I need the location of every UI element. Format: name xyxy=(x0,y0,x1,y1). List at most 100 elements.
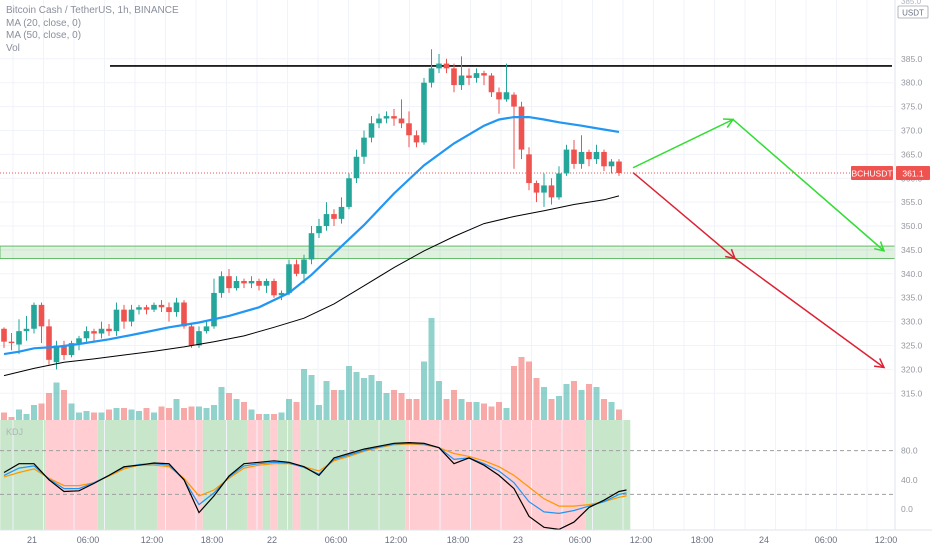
volume-bar xyxy=(428,318,435,420)
candle-body xyxy=(136,307,142,310)
projection-up-path xyxy=(632,118,885,252)
candle-body xyxy=(473,73,480,78)
volume-bars xyxy=(1,318,622,420)
volume-bar xyxy=(278,412,285,420)
ma20-line xyxy=(3,116,620,356)
candle-body xyxy=(61,345,67,356)
volume-bar xyxy=(308,375,315,420)
volume-bar xyxy=(518,357,525,420)
volume-bar xyxy=(466,402,472,420)
candle-body xyxy=(436,63,442,69)
osc-k-line xyxy=(3,441,627,531)
volume-bar xyxy=(383,393,390,420)
candle-body xyxy=(421,82,427,143)
price-axis-tick: 330.0 xyxy=(901,317,923,327)
candle-body xyxy=(218,276,225,293)
candle-body xyxy=(8,341,15,344)
volume-bar xyxy=(166,408,172,420)
volume-bar xyxy=(1,412,7,420)
volume-bar xyxy=(46,393,52,420)
candle-body xyxy=(98,328,105,334)
candles xyxy=(1,49,622,370)
volume-bar xyxy=(316,405,322,420)
candle-body xyxy=(226,276,232,289)
candle-body xyxy=(466,75,472,78)
candle-body xyxy=(496,92,502,100)
volume-bar xyxy=(541,387,547,420)
osc-regime-6 xyxy=(262,420,271,530)
price-axis-tick: 380.0 xyxy=(901,78,923,88)
candle-body xyxy=(541,185,547,193)
osc-regime-9 xyxy=(292,420,301,530)
volume-bar xyxy=(218,387,225,420)
volume-bar xyxy=(128,409,135,420)
volume-bar xyxy=(616,409,622,420)
candle-body xyxy=(188,326,195,346)
candle-body xyxy=(533,183,540,193)
volume-bar xyxy=(413,399,420,420)
volume-bar xyxy=(226,393,232,420)
volume-bar xyxy=(346,366,352,420)
volume-bar xyxy=(173,399,180,420)
candle-body xyxy=(571,149,577,164)
candle-body xyxy=(526,154,532,184)
volume-bar xyxy=(526,361,532,420)
candle-body xyxy=(593,151,600,160)
candle-body xyxy=(413,135,420,143)
candle-body xyxy=(1,328,7,342)
volume-bar xyxy=(593,387,600,420)
candle-body xyxy=(256,280,262,286)
osc-axis-tick: 80.0 xyxy=(901,446,918,456)
price-axis-tick: 325.0 xyxy=(901,340,923,350)
volume-bar xyxy=(203,408,210,420)
candle-body xyxy=(383,116,390,119)
symbol-line: Bitcoin Cash / TetherUS, 1h, BINANCE xyxy=(6,5,179,16)
volume-bar xyxy=(136,411,142,420)
volume-bar xyxy=(31,405,37,420)
time-axis-tick: 21 xyxy=(27,535,37,545)
candle-body xyxy=(263,280,270,286)
time-axis-tick: 06:00 xyxy=(815,535,838,545)
candle-body xyxy=(203,326,210,332)
candle-body xyxy=(308,233,315,260)
volume-bar xyxy=(256,414,262,420)
time-axis-tick: 12:00 xyxy=(875,535,898,545)
candle-body xyxy=(143,307,150,310)
volume-bar xyxy=(533,378,540,420)
volume-bar xyxy=(331,390,337,420)
candle-body xyxy=(406,123,412,136)
volume-bar xyxy=(188,406,195,420)
volume-bar xyxy=(578,390,585,420)
candle-body xyxy=(458,75,465,86)
candle-body xyxy=(158,304,165,308)
candle-body xyxy=(338,206,345,219)
volume-bar xyxy=(248,409,255,420)
candle-body xyxy=(443,63,450,69)
price-axis-tick: 355.0 xyxy=(901,197,923,207)
osc-regime-4 xyxy=(202,420,248,530)
volume-bar xyxy=(263,414,270,420)
time-axis-tick: 06:00 xyxy=(569,535,592,545)
candle-body xyxy=(286,264,292,293)
volume-bar xyxy=(271,414,277,420)
volume-bar xyxy=(83,411,90,420)
candle-body xyxy=(368,123,375,138)
osc-d-line xyxy=(3,443,627,507)
projection-up-arrowhead-1 xyxy=(722,118,735,129)
candle-body xyxy=(323,214,330,227)
candle-body xyxy=(91,331,97,334)
price-axis-tick: 335.0 xyxy=(901,293,923,303)
candle-body xyxy=(16,331,22,345)
volume-bar xyxy=(121,408,127,420)
time-axis-tick: 18:00 xyxy=(201,535,224,545)
osc-regime-10 xyxy=(300,420,406,530)
time-axis-tick: 22 xyxy=(267,535,277,545)
price-axis-tick: 370.0 xyxy=(901,125,923,135)
candle-body xyxy=(31,304,37,329)
volume-bar xyxy=(181,408,187,420)
volume-bar xyxy=(143,408,150,420)
volume-bar xyxy=(488,406,495,420)
volume-bar xyxy=(511,366,517,420)
